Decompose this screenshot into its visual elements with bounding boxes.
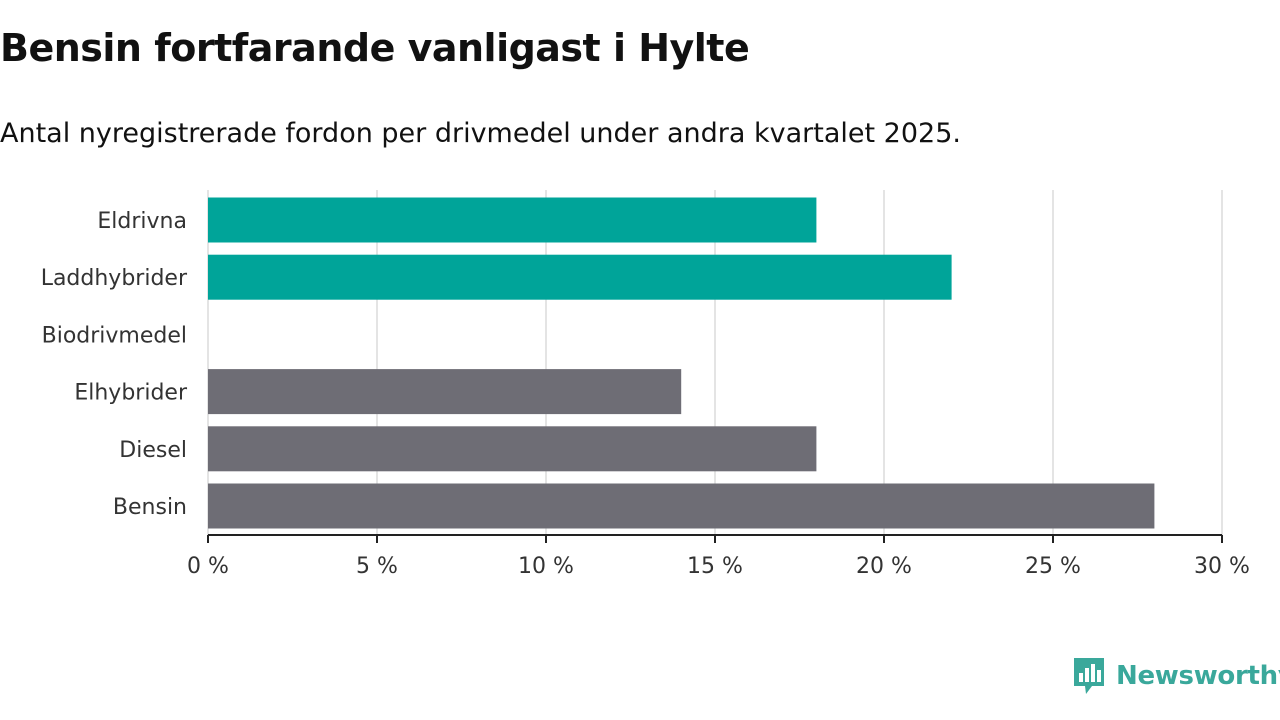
- bars: [208, 197, 1155, 529]
- x-tick-label: 15 %: [687, 554, 743, 579]
- chart-title: Bensin fortfarande vanligast i Hylte: [0, 26, 750, 70]
- category-label: Bensin: [113, 495, 187, 520]
- category-label: Laddhybrider: [41, 266, 188, 291]
- brand-name: Newsworthy: [1116, 661, 1280, 691]
- x-tick-label: 10 %: [518, 554, 574, 579]
- gridlines: [207, 190, 1223, 535]
- category-label: Biodrivmedel: [42, 323, 187, 348]
- bar-bensin: [208, 483, 1155, 529]
- x-axis: 0 % 5 % 10 % 15 % 20 % 25 % 30 %: [187, 534, 1250, 579]
- category-label: Diesel: [119, 438, 187, 463]
- category-labels: Eldrivna Laddhybrider Biodrivmedel Elhybrid…: [41, 209, 188, 520]
- category-label: Eldrivna: [97, 209, 187, 234]
- x-tick-label: 25 %: [1025, 554, 1081, 579]
- bar-eldrivna: [208, 197, 817, 243]
- x-tick-label: 0 %: [187, 554, 229, 579]
- x-tick-label: 20 %: [856, 554, 912, 579]
- category-label: Elhybrider: [74, 381, 188, 406]
- newsworthy-brand: Newsworthy: [1072, 654, 1280, 698]
- chart-subtitle: Antal nyregistrerade fordon per drivmede…: [0, 118, 961, 149]
- x-tick-label: 5 %: [356, 554, 398, 579]
- newsworthy-logo-icon: [1074, 658, 1104, 694]
- x-tick-label: 30 %: [1194, 554, 1250, 579]
- bar-diesel: [208, 426, 817, 472]
- bar-elhybrider: [208, 369, 682, 415]
- bar-laddhybrider: [208, 254, 952, 300]
